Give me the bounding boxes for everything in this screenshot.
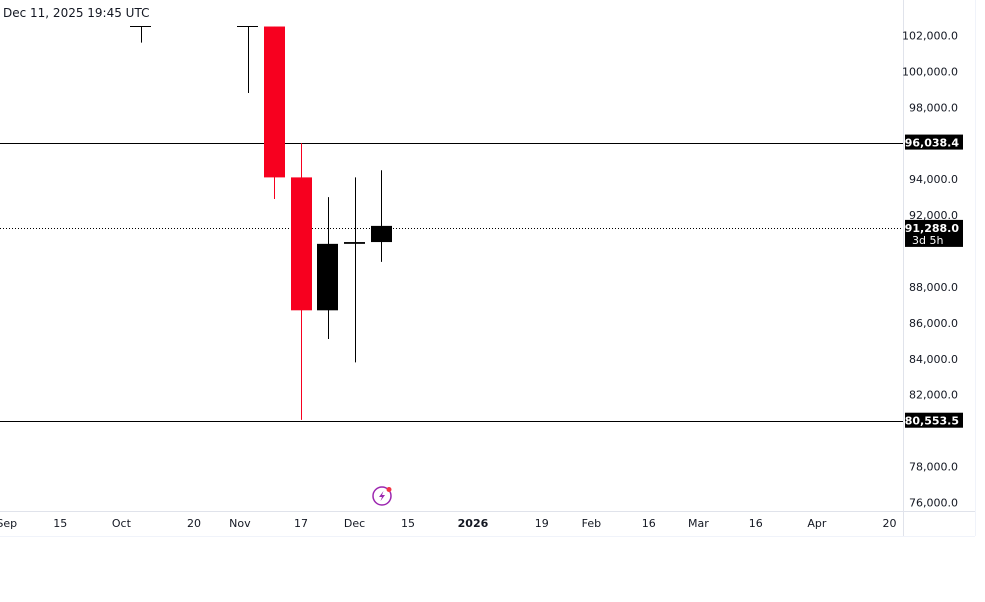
candle (317, 197, 338, 340)
price-tick-label: 78,000.0 (909, 461, 958, 474)
price-tick-label: 94,000.0 (909, 173, 958, 186)
time-tick-label: Mar (688, 517, 709, 530)
time-tick-label: 20 (883, 517, 897, 530)
price-label-bg (905, 412, 963, 428)
price-label-tag: 80,553.5 (905, 412, 963, 428)
price-tick-label: 92,000.0 (909, 209, 958, 222)
candle-body (371, 225, 392, 243)
price-label-bg (905, 134, 963, 150)
price-tick-label: 102,000.0 (902, 30, 958, 43)
notification-dot (386, 487, 392, 492)
price-label-text: 96,038.4 (905, 137, 960, 150)
price-tick-label: 100,000.0 (902, 65, 958, 78)
candle (371, 170, 392, 262)
time-tick-label: 17 (294, 517, 308, 530)
candle-body (317, 243, 338, 311)
horizontal-lines (0, 143, 903, 422)
price-tick-label: 88,000.0 (909, 281, 958, 294)
price-label-text: 91,288.0 (905, 222, 960, 235)
time-tick-label: Apr (807, 517, 827, 530)
time-tick-label: 20 (187, 517, 201, 530)
time-tick-label: 16 (749, 517, 763, 530)
lightning-event-icon (372, 486, 392, 506)
time-tick-label: Nov (229, 517, 251, 530)
price-label-bg (905, 219, 963, 247)
time-tick-label: 15 (401, 517, 415, 530)
countdown-label: 3d 5h (912, 234, 943, 247)
candle (344, 177, 365, 363)
candle-body (291, 177, 312, 311)
price-tick-label: 86,000.0 (909, 317, 958, 330)
time-tick-label: 19 (535, 517, 549, 530)
time-tick-label: Sep (0, 517, 17, 530)
chart-borders (0, 0, 976, 537)
price-axis: 76,000.0 78,000.0 82,000.0 84,000.0 86,000.0… (902, 30, 958, 510)
price-label-text: 80,553.5 (905, 415, 959, 428)
price-tick-label: 84,000.0 (909, 353, 958, 366)
price-labels: 96,038.4 80,553.5 91,288.03d 5h (905, 134, 963, 428)
time-tick-label: Dec (344, 517, 365, 530)
time-tick-label: 16 (642, 517, 656, 530)
time-tick-label: 15 (53, 517, 67, 530)
price-tick-label: 82,000.0 (909, 389, 958, 402)
candle-body (264, 26, 285, 178)
price-label-tag: 96,038.4 (905, 134, 963, 150)
candles (130, 26, 392, 420)
price-tick-label: 76,000.0 (909, 497, 958, 510)
candle (291, 143, 312, 420)
price-tick-label: 98,000.0 (909, 101, 958, 114)
candle (130, 26, 151, 43)
bolt-shape (379, 491, 385, 501)
candle (264, 26, 285, 199)
time-axis: Sep 15 Oct 20 Nov 17 Dec 15 2026 19 Feb 16 Mar 16 Apr 2… (0, 486, 897, 530)
time-tick-label: 2026 (458, 517, 489, 530)
candle-body (344, 242, 365, 244)
chart-timestamp: Dec 11, 2025 19:45 UTC (3, 6, 150, 20)
time-tick-label: Feb (582, 517, 601, 530)
price-label-tag: 91,288.03d 5h (905, 219, 963, 247)
candle (237, 26, 258, 93)
time-tick-label: Oct (112, 517, 132, 530)
